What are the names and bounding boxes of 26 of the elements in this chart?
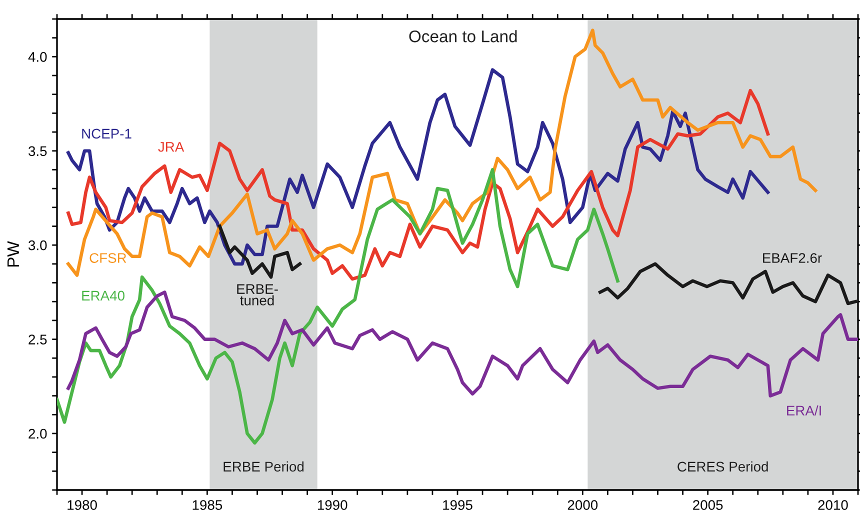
y-tick-label: 2.5 bbox=[28, 334, 47, 344]
x-tick-label: 2000 bbox=[568, 500, 598, 510]
series-label: ERA/I bbox=[787, 405, 821, 416]
x-tick-label: 1985 bbox=[192, 500, 222, 510]
x-tick-label: 2010 bbox=[818, 500, 848, 510]
series-label: ERA40 bbox=[82, 290, 124, 301]
band-label: ERBE Period bbox=[224, 461, 304, 472]
x-tick-label: 1980 bbox=[68, 500, 97, 510]
line-series bbox=[218, 224, 302, 279]
line-series bbox=[598, 262, 858, 306]
x-tick-label: 2005 bbox=[693, 500, 723, 510]
y-tick-label: 3.0 bbox=[28, 240, 47, 250]
y-tick-label: 3.5 bbox=[28, 146, 47, 156]
band-label: CERES Period bbox=[678, 461, 768, 472]
y-tick-label: 2.0 bbox=[28, 428, 47, 439]
series-label: JRA bbox=[158, 142, 184, 152]
series-label: EBAF2.6r bbox=[763, 253, 822, 263]
line-series bbox=[57, 168, 620, 445]
y-axis-title: PW bbox=[7, 241, 19, 267]
y-tick-label: 4.0 bbox=[28, 52, 47, 62]
x-tick-label: 1995 bbox=[443, 500, 472, 510]
x-tick-label: 1990 bbox=[318, 500, 348, 510]
series-label: CFSR bbox=[90, 253, 126, 263]
series-label: ERBE- tuned bbox=[237, 284, 278, 306]
text: Ocean to Land bbox=[409, 30, 517, 42]
series-label: NCEP-1 bbox=[82, 128, 132, 139]
